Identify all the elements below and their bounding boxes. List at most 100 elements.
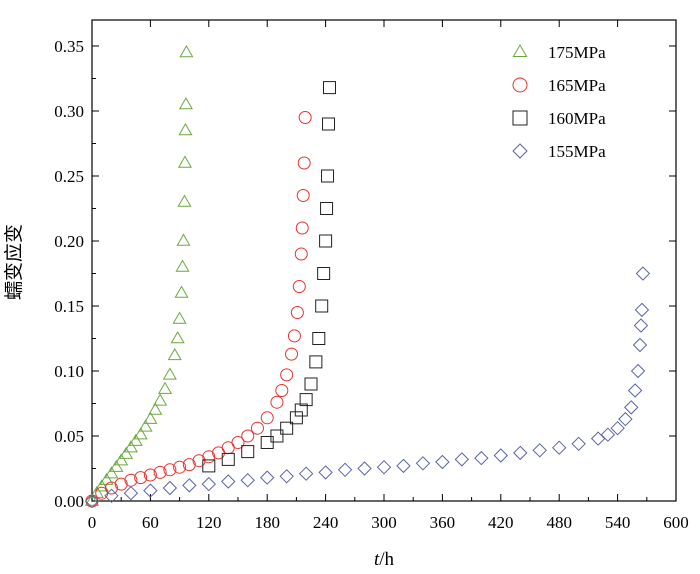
data-point: [260, 411, 274, 425]
data-point: [627, 383, 643, 398]
data-point: [298, 111, 312, 124]
y-axis-title: 蠕变应变: [3, 224, 25, 300]
x-tick-label: 540: [605, 513, 631, 532]
data-point: [532, 443, 547, 458]
data-point: [292, 280, 306, 293]
data-point: [279, 469, 294, 484]
legend-label: 155MPa: [548, 142, 606, 161]
data-point: [319, 234, 333, 248]
data-point: [162, 480, 178, 496]
data-point: [104, 466, 119, 479]
data-point: [173, 460, 187, 474]
data-point: [295, 221, 309, 235]
legend-marker: [512, 110, 528, 126]
data-point: [201, 476, 217, 492]
data-point: [304, 377, 318, 391]
data-point: [176, 233, 191, 246]
data-point: [178, 96, 193, 110]
series-2: [202, 81, 336, 473]
data-point: [280, 421, 294, 435]
data-point: [635, 266, 651, 281]
data-point: [104, 488, 119, 504]
data-point: [250, 421, 264, 435]
data-point: [600, 427, 616, 442]
data-point: [128, 433, 143, 446]
data-point: [143, 483, 158, 498]
data-point: [322, 81, 336, 95]
data-point: [270, 429, 284, 443]
y-tick-label: 0.25: [54, 167, 84, 186]
data-point: [634, 302, 650, 318]
data-point: [415, 456, 431, 471]
x-tick-label: 360: [430, 513, 456, 532]
data-series: [84, 44, 651, 509]
data-point: [299, 393, 313, 407]
y-tick-label: 0.35: [54, 37, 84, 56]
series-0: [84, 44, 194, 506]
data-point: [287, 329, 301, 343]
data-point: [474, 450, 489, 466]
data-point: [317, 267, 331, 280]
data-point: [318, 465, 333, 480]
data-point: [289, 411, 303, 425]
x-tick-label: 60: [142, 513, 159, 532]
data-point: [321, 169, 335, 183]
x-tick-label: 240: [313, 513, 339, 532]
data-point: [322, 117, 336, 131]
data-point: [357, 461, 372, 476]
data-point: [513, 445, 528, 461]
data-point: [221, 474, 236, 489]
data-point: [167, 347, 182, 361]
legend: 175MPa 165MPa 160MPa 155MPa: [512, 43, 606, 161]
x-axis-title: t/h: [374, 549, 395, 570]
data-point: [630, 363, 646, 379]
data-point: [241, 429, 255, 443]
data-point: [177, 155, 192, 168]
data-point: [148, 402, 163, 415]
data-point: [296, 189, 310, 202]
data-point: [170, 330, 185, 344]
data-point: [571, 436, 586, 452]
data-point: [240, 472, 255, 488]
data-point: [114, 453, 129, 466]
data-point: [133, 427, 148, 440]
data-point: [175, 259, 190, 272]
data-point: [618, 411, 633, 427]
x-tick-label: 180: [254, 513, 280, 532]
series-1: [85, 111, 312, 508]
legend-label: 165MPa: [548, 76, 606, 95]
data-point: [138, 419, 153, 432]
data-point: [221, 452, 235, 466]
data-point: [337, 462, 353, 478]
y-tick-label: 0.00: [54, 492, 84, 511]
y-tick-label: 0.30: [54, 102, 84, 121]
data-point: [298, 466, 314, 481]
data-point: [290, 306, 304, 319]
y-tick-label: 0.15: [54, 297, 84, 316]
data-point: [84, 493, 100, 509]
data-point: [315, 299, 329, 313]
x-tick-label: 600: [663, 513, 689, 532]
data-point: [123, 440, 138, 453]
data-point: [294, 403, 308, 417]
data-point: [202, 459, 216, 473]
data-point: [241, 445, 255, 459]
x-tick-label: 120: [196, 513, 222, 532]
data-point: [163, 463, 177, 477]
data-point: [109, 459, 124, 472]
legend-marker: [512, 77, 528, 93]
data-point: [119, 446, 134, 459]
data-point: [633, 318, 649, 333]
series-3: [84, 266, 651, 509]
data-point: [172, 311, 187, 324]
data-point: [157, 381, 173, 394]
data-point: [153, 465, 167, 479]
data-point: [275, 384, 289, 397]
data-point: [435, 454, 450, 470]
data-point: [192, 454, 206, 468]
data-point: [104, 481, 118, 495]
data-point: [551, 440, 567, 455]
y-tick-label: 0.10: [54, 362, 84, 381]
y-tick-label: 0.05: [54, 427, 84, 446]
